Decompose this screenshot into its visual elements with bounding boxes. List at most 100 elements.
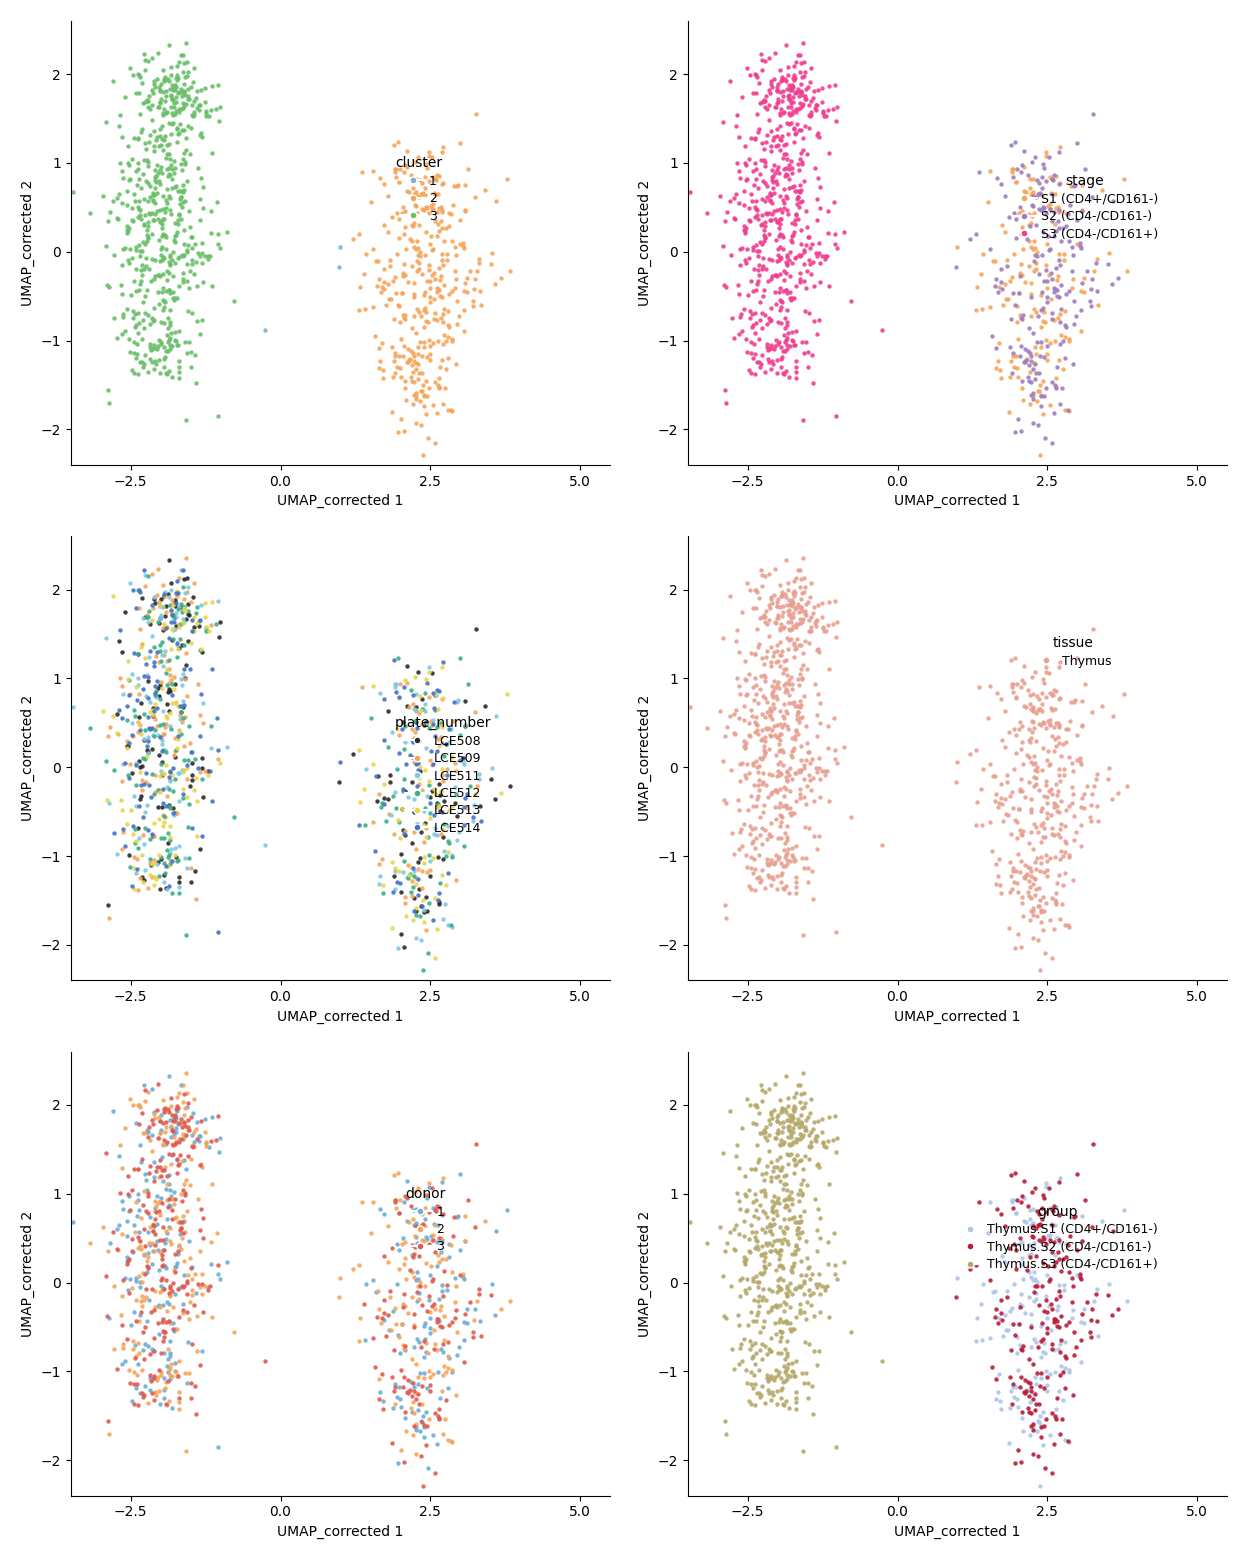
Point	[749, 206, 769, 231]
Point	[457, 279, 477, 304]
Point	[384, 159, 404, 184]
Point	[1050, 1340, 1070, 1365]
Point	[140, 612, 160, 636]
Point	[389, 207, 409, 232]
Point	[402, 718, 422, 743]
Point	[217, 218, 237, 243]
Point	[389, 1200, 409, 1225]
Point	[1051, 323, 1071, 348]
Point	[745, 204, 765, 229]
Point	[140, 690, 160, 714]
Point	[768, 72, 787, 97]
Point	[154, 711, 173, 736]
Point	[746, 1220, 766, 1245]
Point	[796, 198, 816, 223]
Point	[160, 1310, 180, 1335]
Point	[768, 1240, 787, 1265]
Point	[181, 75, 201, 100]
Point	[426, 782, 446, 807]
Point	[152, 1310, 172, 1335]
Point	[807, 682, 827, 707]
Point	[145, 295, 165, 320]
Point	[386, 1371, 406, 1396]
Point	[404, 1265, 424, 1290]
Point	[825, 231, 845, 256]
Point	[1036, 660, 1056, 685]
Point	[1041, 908, 1061, 933]
Point	[782, 1103, 802, 1128]
Point	[149, 610, 168, 635]
Point	[795, 114, 815, 139]
Point	[412, 360, 432, 385]
Point	[382, 719, 402, 744]
Point	[438, 861, 458, 886]
Point	[192, 1282, 212, 1307]
Point	[177, 268, 197, 293]
Point	[807, 593, 827, 618]
Point	[132, 585, 152, 610]
Point	[1026, 300, 1046, 324]
Point	[387, 1231, 407, 1256]
Point	[1036, 139, 1056, 164]
Point	[181, 354, 201, 379]
Point	[388, 1161, 408, 1186]
Point	[180, 602, 200, 627]
Point	[744, 750, 764, 775]
Point	[791, 51, 811, 76]
Point	[758, 690, 778, 714]
Point	[119, 668, 139, 693]
Point	[785, 1209, 805, 1234]
Point	[409, 1198, 429, 1223]
Point	[393, 777, 413, 802]
Point	[1037, 785, 1057, 810]
Point	[361, 190, 381, 215]
Point	[871, 317, 891, 342]
Point	[156, 1115, 176, 1140]
Point	[790, 1292, 810, 1317]
Point	[166, 844, 186, 869]
Point	[156, 1309, 176, 1334]
Point	[786, 789, 806, 814]
Point	[163, 1108, 183, 1133]
Point	[1065, 173, 1085, 198]
Point	[403, 691, 423, 716]
Point	[192, 824, 212, 849]
Point	[485, 271, 505, 296]
Point	[183, 103, 203, 128]
Point	[736, 752, 756, 777]
Point	[372, 275, 392, 300]
Point	[1040, 1268, 1060, 1293]
Point	[753, 1078, 773, 1103]
Point	[790, 243, 810, 268]
Point	[157, 1346, 177, 1371]
Point	[810, 690, 830, 714]
Point	[406, 165, 426, 190]
Point	[154, 262, 173, 287]
Point	[746, 749, 766, 774]
Point	[805, 1126, 825, 1151]
Point	[161, 571, 181, 596]
Point	[409, 814, 429, 839]
Point	[795, 50, 815, 75]
Point	[160, 1162, 180, 1187]
Point	[776, 1100, 796, 1125]
Point	[759, 1299, 779, 1324]
Point	[117, 214, 137, 239]
Point	[749, 117, 769, 142]
Point	[1022, 1441, 1042, 1466]
Point	[1046, 727, 1066, 752]
Point	[794, 546, 814, 571]
Point	[154, 594, 173, 619]
Point	[776, 156, 796, 181]
Point	[431, 710, 451, 735]
Point	[1060, 1429, 1080, 1454]
Point	[172, 147, 192, 172]
Point	[427, 223, 447, 248]
Point	[131, 1289, 151, 1314]
Point	[797, 354, 817, 379]
Point	[770, 629, 790, 654]
Point	[739, 1178, 759, 1203]
Point	[1072, 198, 1092, 223]
Point	[978, 190, 998, 215]
Point	[331, 1265, 351, 1290]
